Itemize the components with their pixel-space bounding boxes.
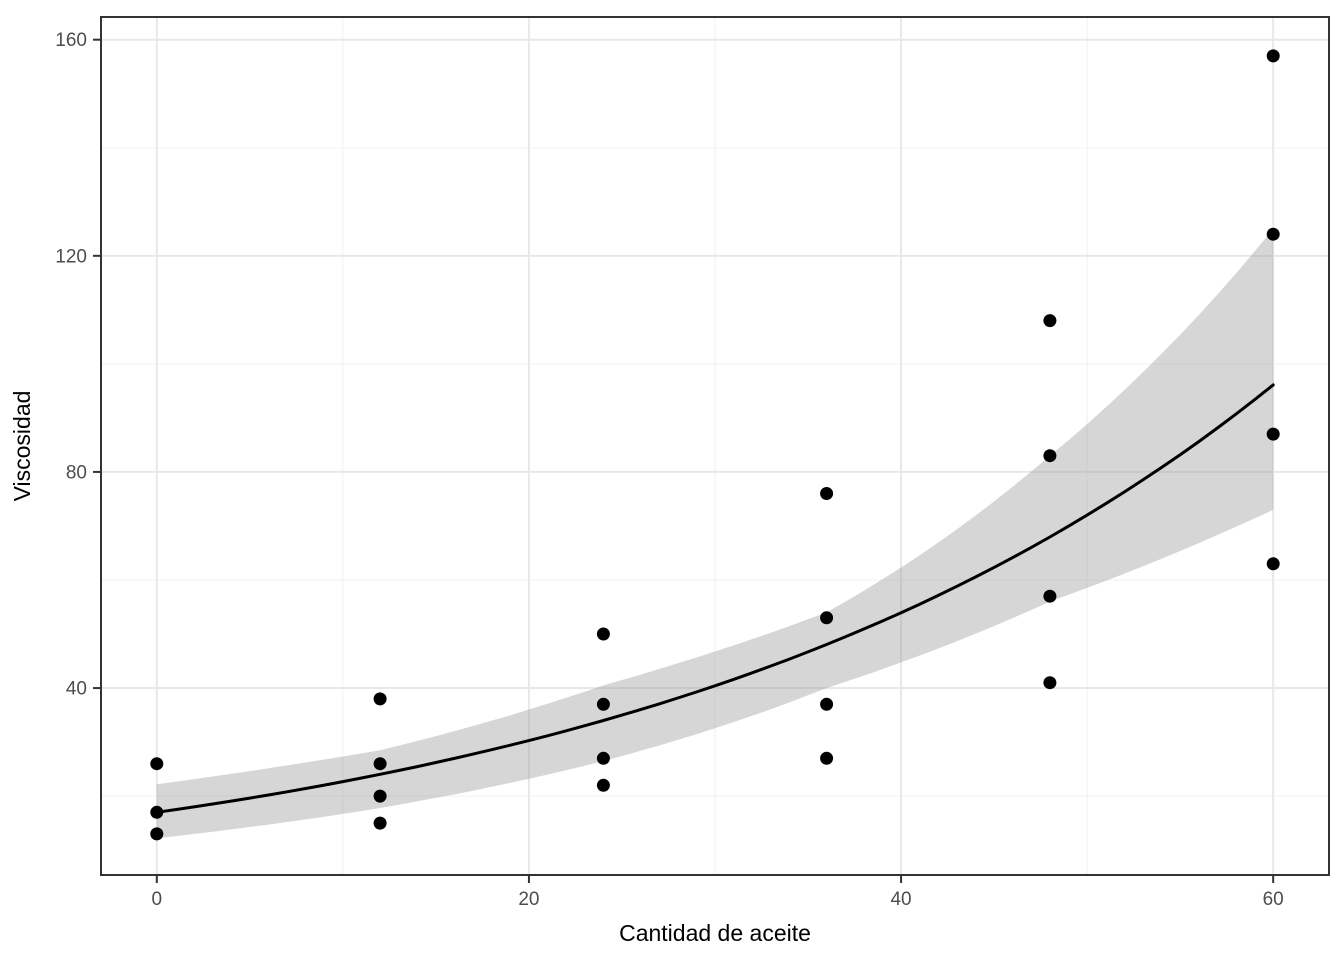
data-point	[373, 816, 387, 830]
y-tick-label: 160	[55, 30, 87, 51]
panel-border	[100, 16, 1330, 876]
data-point	[596, 778, 610, 792]
gridlines	[101, 17, 1329, 875]
data-point	[1266, 49, 1280, 63]
data-point	[1043, 676, 1057, 690]
data-point	[150, 827, 164, 841]
data-point	[820, 611, 834, 625]
data-point	[373, 757, 387, 771]
data-point	[1043, 589, 1057, 603]
x-tick-label: 0	[152, 889, 163, 910]
data-point	[1043, 314, 1057, 328]
x-tick-label: 40	[890, 889, 911, 910]
trend-line-layer	[155, 383, 1275, 814]
data-point	[1266, 427, 1280, 441]
data-point	[1266, 557, 1280, 571]
data-points-layer	[150, 49, 1280, 841]
axis-ticks-layer	[93, 38, 1275, 883]
data-point	[373, 789, 387, 803]
axis-tick-labels-layer: 0 20 40 60 40 80 120 160	[55, 30, 1283, 910]
data-point	[596, 697, 610, 711]
data-point	[820, 751, 834, 765]
y-tick-label: 120	[55, 246, 87, 267]
data-point	[1043, 449, 1057, 463]
x-tick-label: 60	[1263, 889, 1284, 910]
data-point	[373, 692, 387, 706]
y-axis-title: Viscosidad	[9, 391, 35, 502]
data-point	[150, 757, 164, 771]
confidence-band-layer	[156, 228, 1274, 839]
x-axis-title: Cantidad de aceite	[619, 920, 811, 946]
data-point	[820, 697, 834, 711]
data-point	[1266, 227, 1280, 241]
data-point	[596, 627, 610, 641]
y-tick-label: 80	[66, 462, 87, 483]
y-tick-label: 40	[66, 679, 87, 700]
data-point	[820, 487, 834, 500]
data-point	[150, 805, 164, 819]
confidence-band	[156, 228, 1274, 839]
trend-line	[155, 383, 1275, 814]
data-point	[596, 751, 610, 765]
x-tick-label: 20	[518, 889, 539, 910]
panel-border-layer	[100, 16, 1330, 876]
